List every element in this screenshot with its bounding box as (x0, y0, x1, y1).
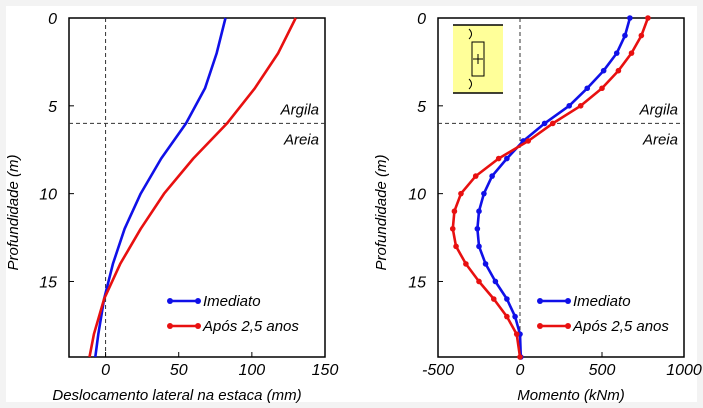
data-point (490, 296, 497, 302)
data-point (550, 120, 556, 127)
x-tick-label: 1000 (666, 362, 702, 379)
x-tick-label: -500 (422, 362, 454, 379)
data-point (504, 296, 510, 302)
data-point (645, 15, 651, 21)
x-tick-label: 500 (589, 362, 616, 379)
data-point (481, 190, 487, 197)
y-tick-label: 10 (408, 187, 426, 204)
legend-marker (195, 298, 201, 304)
legend-label: Imediato (203, 293, 261, 310)
data-point (615, 67, 622, 74)
data-point (504, 155, 510, 162)
x-axis-label: Deslocamento lateral na estaca (mm) (52, 387, 301, 404)
inset-moment-arrow-bottom (468, 78, 472, 90)
legend-marker (167, 323, 173, 329)
plot-area (68, 17, 326, 358)
series-line-apos-2-5-anos (88, 17, 297, 358)
y-tick-label: 10 (39, 187, 57, 204)
legend-label: Após 2,5 anos (572, 318, 669, 335)
x-tick-label: 0 (516, 362, 525, 379)
data-point (513, 331, 520, 337)
series-line-imediato (94, 17, 227, 358)
data-point (577, 103, 584, 109)
data-point (474, 225, 481, 232)
legend-label: Após 2,5 anos (202, 318, 299, 335)
x-tick-label: 0 (101, 362, 110, 379)
data-point (599, 85, 605, 92)
data-point (476, 243, 482, 250)
legend-marker (565, 323, 571, 329)
series-line-apos-2-5-anos (451, 17, 650, 358)
data-point (628, 50, 635, 56)
y-tick-label: 0 (48, 11, 57, 28)
data-point (566, 103, 572, 109)
legend-marker (167, 298, 173, 304)
label-areia: Areia (283, 131, 319, 148)
y-tick-label: 15 (408, 274, 426, 291)
data-point (492, 278, 499, 285)
data-point (453, 243, 459, 250)
data-point (476, 208, 482, 215)
data-point (584, 85, 591, 92)
panel-bending-moment: Argila Areia -500 0 500 1000 0 5 10 15 Momento (kN… (373, 11, 702, 404)
data-point (463, 261, 469, 267)
data-point (600, 67, 607, 74)
y-tick-label: 15 (39, 274, 57, 291)
data-point (449, 225, 456, 232)
x-tick-label: 50 (170, 362, 188, 379)
panel-lateral-displacement: Argila Areia 0 50 100 150 0 5 10 15 Deslocamento l… (5, 11, 338, 404)
label-areia: Areia (642, 131, 678, 148)
data-point (482, 261, 489, 267)
data-point (489, 173, 495, 179)
x-tick-label: 100 (239, 362, 266, 379)
data-point (622, 32, 628, 39)
series-line-imediato (476, 17, 632, 358)
x-tick-label: 150 (312, 362, 339, 379)
data-point (504, 313, 510, 320)
data-point (613, 50, 620, 56)
data-point (525, 138, 531, 144)
legend-marker (537, 298, 543, 304)
y-axis-label: Profundidade (m) (5, 155, 22, 271)
data-point (476, 278, 482, 285)
data-point (517, 354, 523, 360)
data-point (495, 155, 502, 162)
pile-moment-diagram-icon (453, 24, 503, 94)
data-point (512, 313, 518, 320)
data-point (458, 190, 464, 197)
label-argila: Argila (280, 101, 319, 118)
x-axis-label: Momento (kNm) (517, 387, 625, 404)
data-point (451, 208, 458, 215)
data-point (541, 120, 548, 127)
data-point (627, 15, 633, 21)
y-axis-label: Profundidade (m) (373, 155, 390, 271)
y-tick-label: 5 (48, 99, 57, 116)
data-point (472, 173, 479, 179)
y-tick-label: 0 (417, 11, 426, 28)
y-tick-label: 5 (417, 99, 426, 116)
legend-marker (195, 323, 201, 329)
legend-label: Imediato (573, 293, 631, 310)
inset-moment-arrow-top (468, 28, 472, 40)
label-argila: Argila (639, 101, 678, 118)
data-point (638, 32, 645, 39)
legend-marker (537, 323, 543, 329)
legend-marker (565, 298, 571, 304)
inset-pile-element (471, 41, 485, 77)
